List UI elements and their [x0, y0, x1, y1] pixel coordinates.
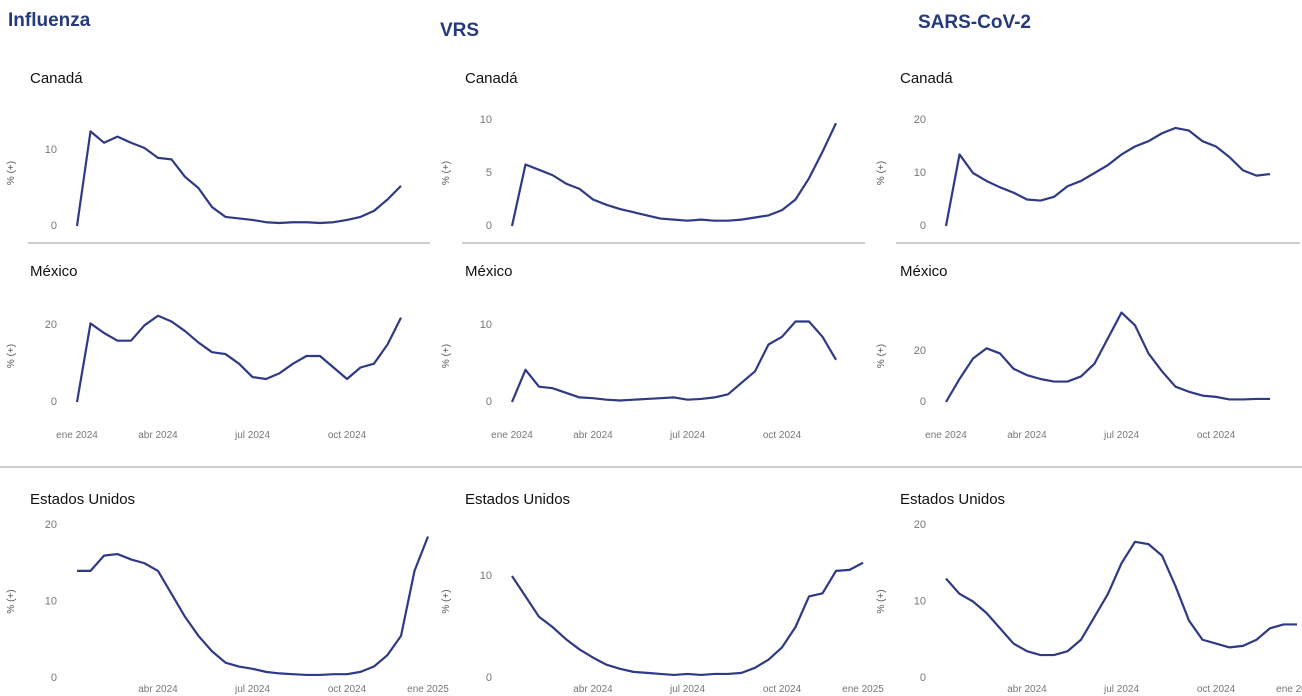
y-tick-label: 20 — [914, 114, 926, 126]
x-tick-label: ene 2025 — [1276, 684, 1302, 695]
x-tick-label: jul 2024 — [1103, 684, 1139, 695]
data-line — [510, 122, 837, 227]
section-header: VRS — [440, 20, 479, 41]
y-tick-label: 0 — [920, 672, 926, 684]
x-tick-label: ene 2024 — [56, 430, 98, 441]
x-tick-label: jul 2024 — [669, 430, 705, 441]
x-tick-label: jul 2024 — [1103, 430, 1139, 441]
y-tick-label: 5 — [486, 167, 492, 179]
section-header: Influenza — [8, 10, 91, 31]
x-tick-label: abr 2024 — [1007, 684, 1047, 695]
x-tick-label: ene 2024 — [925, 430, 967, 441]
y-tick-label: 10 — [914, 167, 926, 179]
y-axis-label: % (+) — [876, 161, 887, 185]
x-tick-label: abr 2024 — [138, 684, 178, 695]
x-tick-label: ene 2025 — [407, 684, 449, 695]
x-tick-label: oct 2024 — [763, 430, 802, 441]
y-tick-label: 10 — [480, 319, 492, 331]
x-tick-label: abr 2024 — [138, 430, 178, 441]
y-axis-label: % (+) — [876, 344, 887, 368]
x-tick-label: ene 2024 — [491, 430, 533, 441]
data-line — [510, 320, 837, 403]
y-tick-label: 20 — [45, 519, 57, 531]
chart-title: México — [30, 263, 78, 280]
chart-title: Estados Unidos — [30, 491, 135, 508]
chart-title: México — [465, 263, 513, 280]
x-tick-label: jul 2024 — [234, 684, 270, 695]
x-tick-label: abr 2024 — [573, 430, 613, 441]
x-tick-label: oct 2024 — [1197, 430, 1236, 441]
data-line — [77, 536, 430, 677]
y-tick-label: 0 — [51, 220, 57, 232]
y-tick-label: 10 — [45, 595, 57, 607]
x-tick-label: jul 2024 — [669, 684, 705, 695]
y-tick-label: 20 — [914, 519, 926, 531]
chart-title: Canadá — [465, 70, 518, 87]
chart-title: Estados Unidos — [900, 491, 1005, 508]
y-tick-label: 20 — [45, 319, 57, 331]
y-tick-label: 0 — [920, 220, 926, 232]
y-tick-label: 10 — [480, 570, 492, 582]
y-axis-label: % (+) — [441, 161, 452, 185]
x-tick-label: oct 2024 — [1197, 684, 1236, 695]
data-line — [511, 561, 864, 677]
chart-title: Canadá — [900, 70, 953, 87]
chart-title: Estados Unidos — [465, 491, 570, 508]
y-tick-label: 10 — [45, 144, 57, 156]
section-header: SARS-CoV-2 — [918, 12, 1031, 33]
y-tick-label: 20 — [914, 345, 926, 357]
x-tick-label: abr 2024 — [573, 684, 613, 695]
data-line — [75, 130, 402, 227]
y-axis-label: % (+) — [6, 161, 17, 185]
y-tick-label: 0 — [486, 396, 492, 408]
x-tick-label: oct 2024 — [328, 430, 367, 441]
y-axis-label: % (+) — [876, 589, 887, 613]
data-line — [945, 540, 1297, 657]
data-line — [945, 311, 1270, 403]
y-axis-label: % (+) — [441, 344, 452, 368]
x-tick-label: oct 2024 — [763, 684, 802, 695]
x-tick-label: abr 2024 — [1007, 430, 1047, 441]
data-line — [75, 314, 402, 403]
x-tick-label: ene 2025 — [842, 684, 884, 695]
y-axis-label: % (+) — [6, 589, 17, 613]
y-tick-label: 0 — [51, 672, 57, 684]
y-tick-label: 10 — [914, 595, 926, 607]
x-tick-label: jul 2024 — [234, 430, 270, 441]
chart-title: Canadá — [30, 70, 83, 87]
y-axis-label: % (+) — [441, 589, 452, 613]
chart-title: México — [900, 263, 948, 280]
y-tick-label: 0 — [486, 220, 492, 232]
y-axis-label: % (+) — [6, 344, 17, 368]
x-tick-label: oct 2024 — [328, 684, 367, 695]
y-tick-label: 10 — [480, 114, 492, 126]
y-tick-label: 0 — [51, 396, 57, 408]
y-tick-label: 0 — [486, 672, 492, 684]
data-line — [944, 126, 1271, 227]
y-tick-label: 0 — [920, 396, 926, 408]
